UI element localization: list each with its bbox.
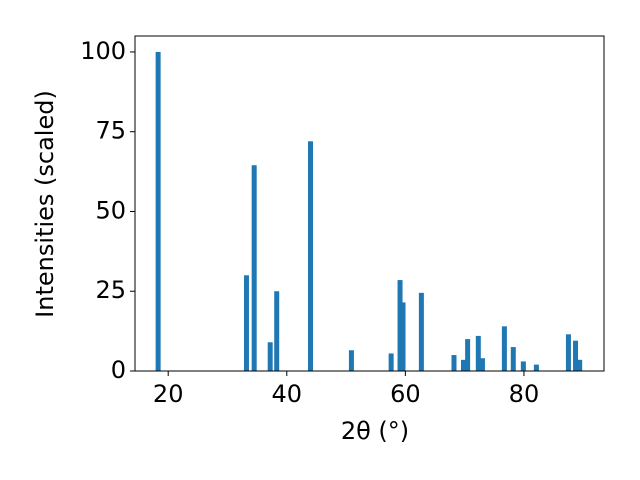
bar: [451, 355, 457, 371]
bar: [577, 359, 583, 371]
bar: [274, 291, 280, 371]
bar: [400, 302, 406, 371]
bar: [267, 342, 273, 371]
x-tick-label: 80: [509, 380, 540, 408]
y-axis-label: Intensities (scaled): [31, 90, 59, 318]
bar: [501, 326, 507, 371]
bar: [418, 292, 424, 371]
x-axis-label: 2θ (°): [341, 417, 409, 445]
y-tick-label: 25: [95, 276, 126, 304]
bar: [397, 280, 403, 371]
bar: [308, 141, 314, 371]
bar: [573, 340, 579, 371]
bar: [520, 361, 526, 371]
bar: [155, 51, 161, 371]
bar: [388, 353, 394, 371]
bar: [251, 165, 257, 371]
x-tick-label: 60: [390, 380, 421, 408]
bar: [243, 275, 249, 371]
x-tick-label: 40: [272, 380, 303, 408]
bar: [465, 339, 471, 371]
x-tick-label: 20: [153, 380, 184, 408]
plot-frame: [134, 35, 605, 372]
y-tick-label: 0: [111, 356, 126, 384]
y-tick-label: 75: [95, 117, 126, 145]
bar: [533, 364, 539, 371]
bar: [348, 350, 354, 371]
bar: [479, 358, 485, 371]
y-tick-label: 50: [95, 196, 126, 224]
bar: [510, 347, 516, 371]
y-tick-label: 100: [80, 37, 126, 65]
bar: [460, 359, 466, 371]
bar: [475, 335, 481, 371]
bar: [565, 334, 571, 371]
